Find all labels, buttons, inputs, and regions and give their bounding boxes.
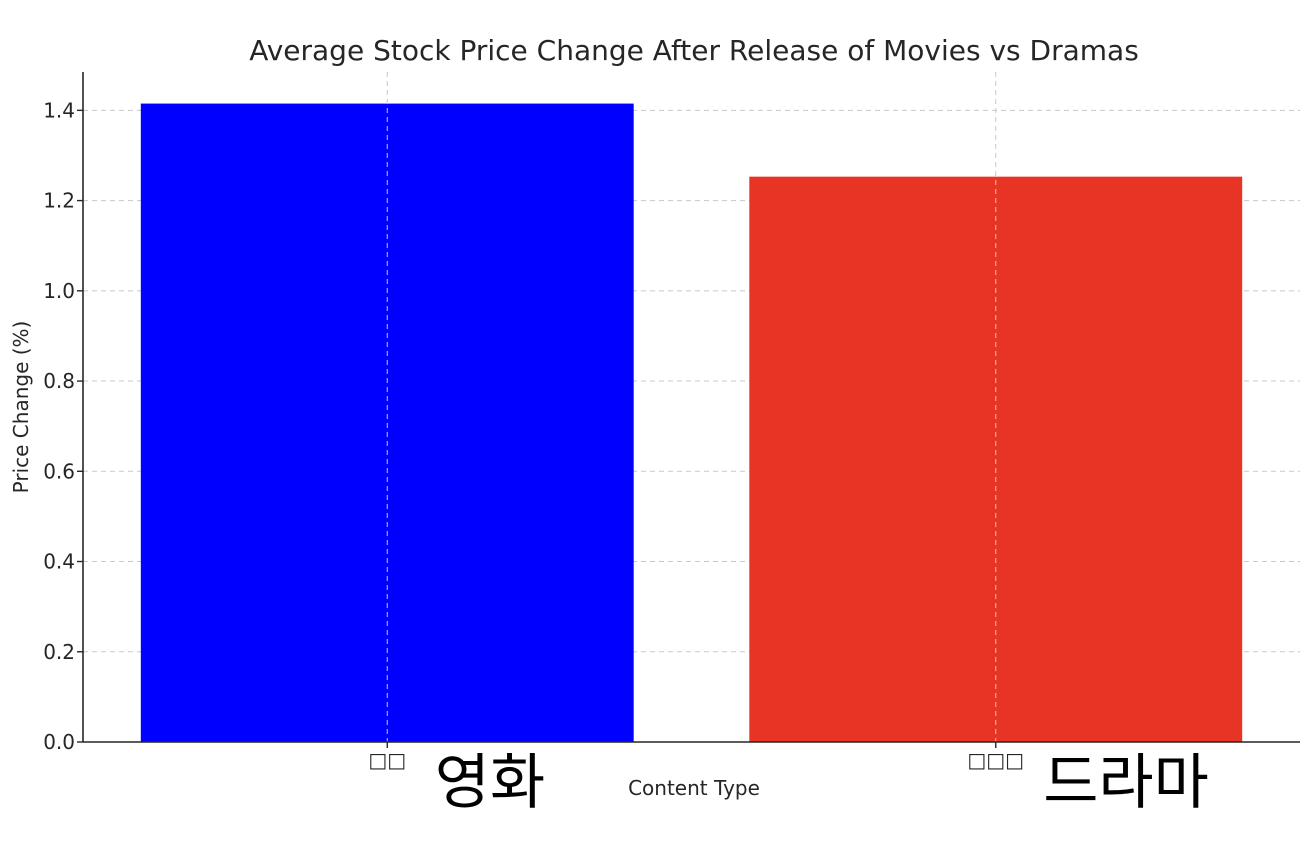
category-annotation: 영화 — [435, 748, 545, 818]
y-tick-label: 1.2 — [43, 189, 75, 213]
y-tick-label: 1.4 — [43, 98, 75, 122]
category-annotation: 드라마 — [1043, 748, 1209, 818]
y-tick-label: 0.8 — [43, 369, 75, 393]
axes — [82, 72, 1300, 743]
chart-title: Average Stock Price Change After Release… — [249, 34, 1139, 67]
tick-labels: 0.00.20.40.60.81.01.21.4□□ □□□영화 드라마 — [43, 98, 1209, 818]
x-axis-label: Content Type — [628, 776, 760, 800]
y-tick-label: 0.6 — [43, 459, 75, 483]
y-tick-label: 0.2 — [43, 640, 75, 664]
y-tick-label: 0.4 — [43, 550, 75, 574]
bars — [140, 72, 1243, 742]
y-axis-label: Price Change (%) — [9, 321, 33, 494]
y-tick-label: 1.0 — [43, 279, 75, 303]
x-tick-label: □□ — [368, 748, 406, 772]
y-tick-label: 0.0 — [43, 730, 75, 754]
x-tick-label: □□□ — [967, 748, 1024, 772]
